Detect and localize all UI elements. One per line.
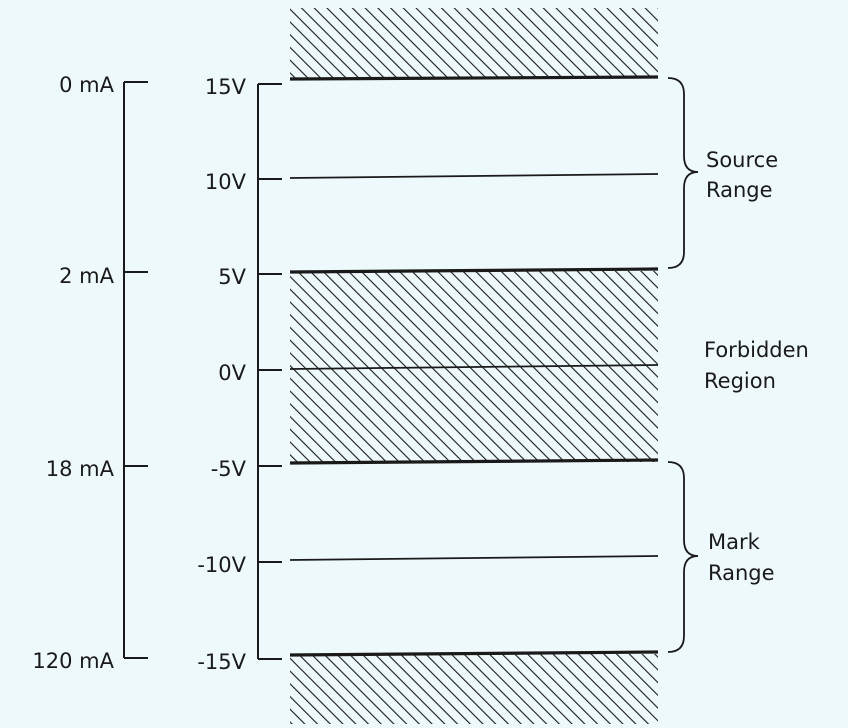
source-range-label-line1: Source <box>706 148 778 172</box>
forbidden-region-label-line1: Forbidden <box>704 338 809 362</box>
current-label-18ma: 18 mA <box>46 457 115 481</box>
hatch-top-region <box>290 8 658 78</box>
current-label-2ma: 2 mA <box>59 264 114 288</box>
level-line-10v <box>289 173 659 179</box>
current-label-120ma: 120 mA <box>32 649 114 673</box>
voltage-scale-axis <box>257 83 282 660</box>
source-range-brace <box>667 77 699 269</box>
mark-range-label-line2: Range <box>708 561 775 585</box>
forbidden-region-label-line2: Region <box>704 369 776 393</box>
voltage-label-15v: 15V <box>205 75 247 99</box>
level-line-neg10v <box>289 555 659 561</box>
level-line-neg5v <box>289 458 659 465</box>
voltage-label-0v: 0V <box>218 361 246 385</box>
level-line-0v <box>289 364 659 370</box>
level-line-15v <box>289 75 659 81</box>
voltage-label-5v: 5V <box>218 265 246 289</box>
source-range-label-line2: Range <box>706 178 773 202</box>
level-line-neg15v <box>289 650 659 657</box>
voltage-label-neg10v: -10V <box>197 553 246 577</box>
current-scale-axis <box>123 81 148 659</box>
current-label-0ma: 0 mA <box>59 73 114 97</box>
mark-range-brace <box>667 461 699 653</box>
voltage-label-10v: 10V <box>205 170 247 194</box>
voltage-label-neg5v: -5V <box>211 457 247 481</box>
mark-range-label-line1: Mark <box>708 530 761 554</box>
hatch-bottom-region <box>290 654 658 724</box>
level-line-5v <box>289 267 659 274</box>
voltage-label-neg15v: -15V <box>197 650 246 674</box>
